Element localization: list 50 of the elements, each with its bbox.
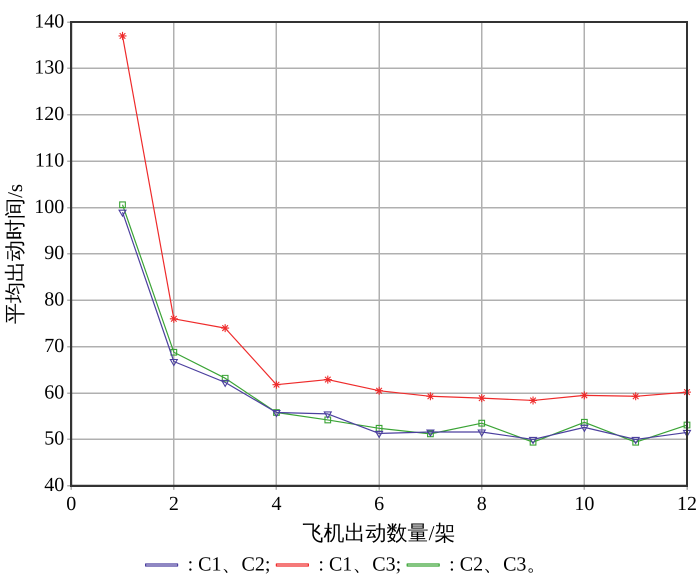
point [324, 411, 332, 418]
point [477, 394, 486, 403]
point [222, 374, 229, 382]
y-tick-label: 130 [34, 56, 64, 79]
y-tick-label: 90 [44, 242, 64, 264]
point [426, 392, 435, 401]
point [323, 375, 332, 384]
x-tick-label: 0 [66, 493, 76, 516]
point [220, 324, 230, 333]
x-tick-label: 2 [168, 493, 179, 516]
y-tick-label: 120 [34, 103, 64, 126]
point [478, 429, 486, 437]
x-tick-label: 10 [574, 493, 594, 516]
point [580, 424, 588, 432]
point [118, 210, 127, 217]
y-axis-title: 平均出动时间/s [3, 184, 28, 324]
y-tick-label: 80 [44, 288, 64, 311]
point [324, 416, 332, 424]
point [478, 420, 486, 427]
y-tick-label: 60 [44, 381, 64, 404]
y-tick-label: 100 [34, 196, 64, 218]
y-tick-label: 110 [34, 149, 64, 172]
x-tick-label: 4 [271, 493, 282, 516]
point [631, 392, 640, 401]
x-tick-label: 12 [677, 493, 697, 516]
point [682, 388, 692, 397]
legend-label: : C1、C3; [318, 553, 402, 576]
point [375, 430, 384, 438]
point [118, 31, 128, 40]
legend-label: : C2、C3。 [449, 553, 546, 576]
point [272, 380, 282, 390]
point [119, 201, 126, 208]
y-tick-label: 50 [44, 428, 64, 450]
legend-label: : C1、C2; [188, 553, 270, 576]
point [684, 422, 690, 428]
point [580, 418, 588, 426]
y-tick-label: 70 [44, 334, 64, 357]
point [170, 358, 178, 366]
point [374, 386, 384, 396]
x-tick-label: 8 [476, 493, 487, 516]
x-tick-label: 6 [374, 493, 384, 516]
point [376, 424, 382, 432]
y-tick-label: 40 [44, 474, 64, 496]
y-tick-label: 140 [34, 10, 64, 32]
point [169, 314, 178, 324]
point [580, 390, 589, 400]
point [221, 380, 230, 387]
x-axis-title: 飞机出动数量/架 [302, 520, 456, 545]
point [528, 396, 538, 406]
point [170, 348, 178, 356]
